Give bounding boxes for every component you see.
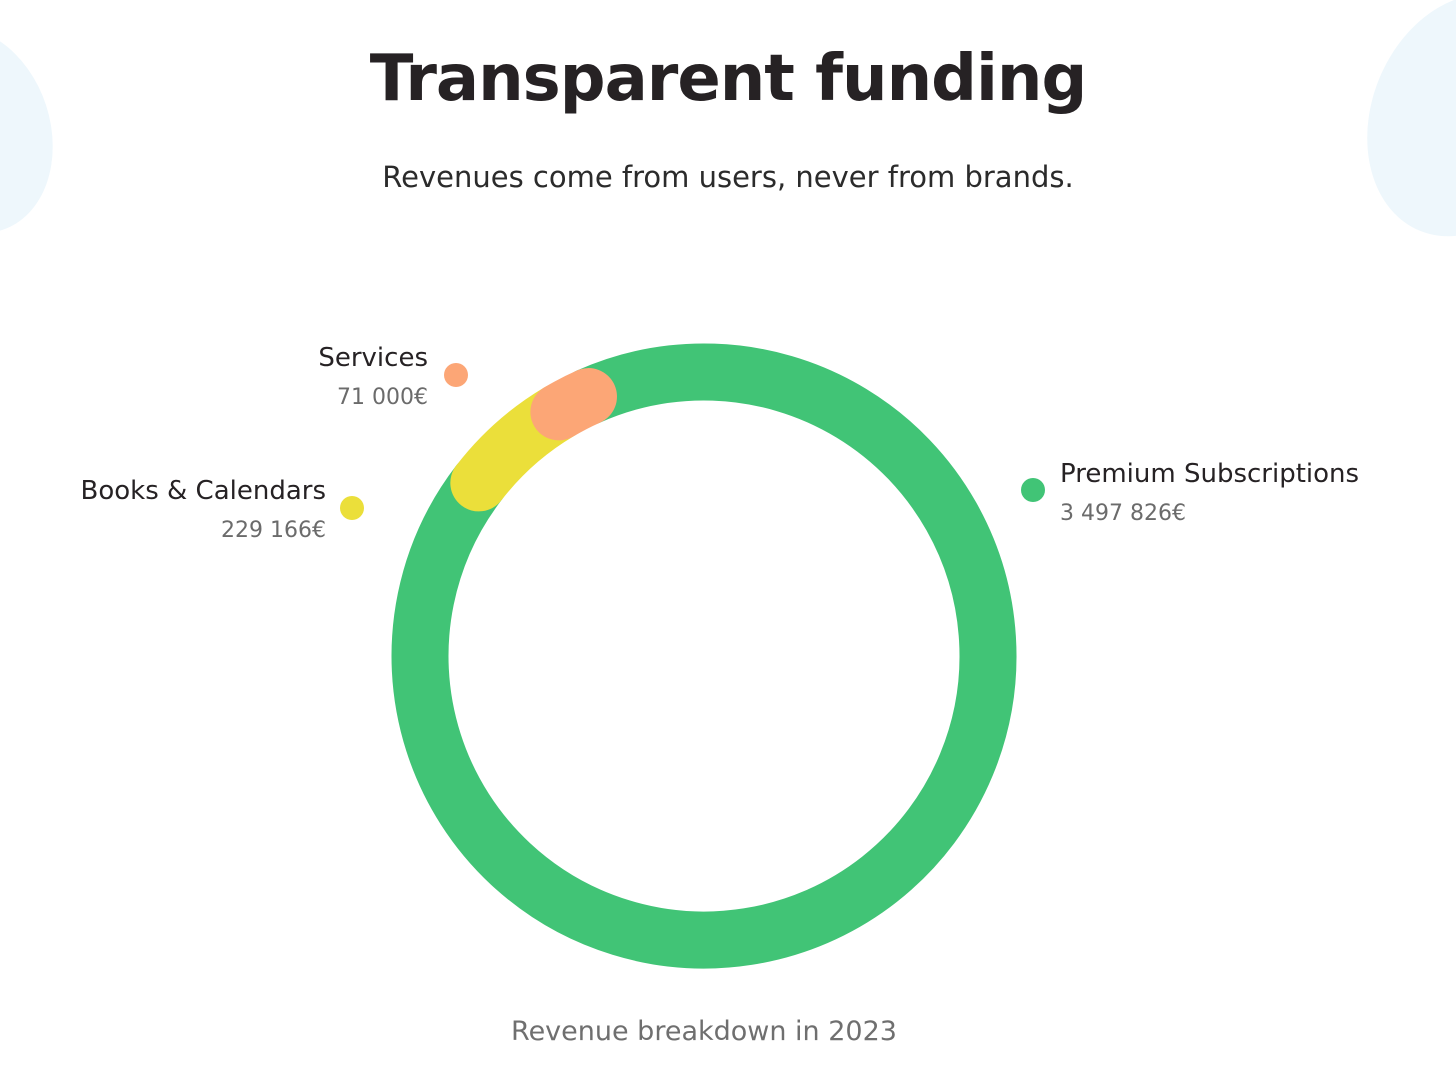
- donut-slice-services: [530, 368, 617, 441]
- legend-label-premium-subscriptions: Premium Subscriptions: [1060, 459, 1359, 489]
- legend-label-services: Services: [318, 343, 428, 373]
- legend-dot-books-calendars: [340, 496, 364, 520]
- page-title: Transparent funding: [369, 42, 1088, 116]
- page-subtitle: Revenues come from users, never from bra…: [382, 160, 1074, 194]
- legend-dot-services: [444, 363, 468, 387]
- legend-value-services: 71 000€: [337, 385, 428, 410]
- donut-slice-premium-subscriptions: [391, 343, 1017, 969]
- legend-value-premium-subscriptions: 3 497 826€: [1060, 501, 1186, 526]
- chart-caption: Revenue breakdown in 2023: [511, 1016, 897, 1047]
- legend-dot-premium-subscriptions: [1021, 478, 1045, 502]
- legend-value-books-calendars: 229 166€: [221, 518, 326, 543]
- legend-label-books-calendars: Books & Calendars: [80, 476, 326, 506]
